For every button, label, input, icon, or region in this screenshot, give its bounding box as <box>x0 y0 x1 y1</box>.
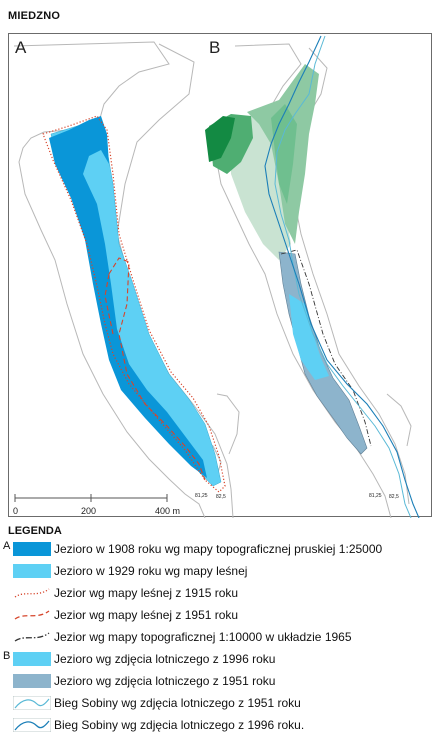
legend-label: Jezioro wg zdjęcia lotniczego z 1951 rok… <box>54 674 276 688</box>
elevation-a-right: 82,5 <box>216 494 226 500</box>
legend-label: Bieg Sobiny wg zdjęcia lotniczego z 1996… <box>54 718 305 732</box>
legend-row: A Jezioro w 1908 roku wg mapy topografic… <box>0 540 440 560</box>
elevation-b-right: 82,5 <box>389 494 399 500</box>
legend-title: LEGENDA <box>8 525 62 537</box>
map-frame: A B 0 200 400 m 81,25 82,5 81,25 82,5 <box>8 33 432 518</box>
outline-a-1915 <box>42 115 226 493</box>
map-title: MIEDZNO <box>8 10 61 22</box>
legend-swatch-fill <box>13 652 51 666</box>
legend-group-a: A <box>3 540 11 552</box>
legend-label: Jezior wg mapy topograficznej 1:10000 w … <box>54 630 352 644</box>
legend-swatch-river <box>13 696 51 710</box>
river-sobina-1951 <box>274 35 412 518</box>
panel-label-b: B <box>209 38 221 57</box>
legend-swatch-dash <box>14 610 50 620</box>
legend-swatch-fill <box>13 542 51 556</box>
veg-b-dark <box>205 116 235 162</box>
legend-label: Jezioro w 1929 roku wg mapy leśnej <box>54 564 248 578</box>
legend-swatch-fill <box>13 674 51 688</box>
scale-tick-200: 200 <box>81 506 97 516</box>
legend-label: Jezior wg mapy leśnej z 1915 roku <box>54 586 239 600</box>
legend-swatch-dots <box>14 588 50 598</box>
outline-a-1951 <box>104 257 206 481</box>
elevation-a-left: 81,25 <box>195 493 208 499</box>
legend-row: Jezior wg mapy leśnej z 1951 roku <box>0 606 440 626</box>
legend-row: Bieg Sobiny wg zdjęcia lotniczego z 1951… <box>0 694 440 714</box>
legend-row: Bieg Sobiny wg zdjęcia lotniczego z 1996… <box>0 716 440 736</box>
elevation-b-left: 81,25 <box>369 493 382 499</box>
legend-row: B Jezioro wg zdjęcia lotniczego z 1996 r… <box>0 650 440 670</box>
legend-label: Jezioro wg zdjęcia lotniczego z 1996 rok… <box>54 652 276 666</box>
legend-swatch-river <box>13 718 51 732</box>
lake-b-1996 <box>289 294 329 380</box>
panel-b-contours <box>214 43 412 518</box>
river-sobina-1996 <box>264 35 420 518</box>
legend-label: Jezioro w 1908 roku wg mapy topograficzn… <box>54 542 383 556</box>
legend-label: Bieg Sobiny wg zdjęcia lotniczego z 1951… <box>54 696 301 710</box>
lake-a-1908 <box>49 116 207 478</box>
scale-bar <box>14 494 168 502</box>
legend-row: Jezioro wg zdjęcia lotniczego z 1951 rok… <box>0 672 440 692</box>
map-canvas <box>13 35 420 518</box>
legend-swatch-dashdot <box>14 632 50 642</box>
outline-b-1965 <box>280 249 372 447</box>
legend-row: Jezior wg mapy leśnej z 1915 roku <box>0 584 440 604</box>
scale-tick-400: 400 m <box>155 506 181 516</box>
legend-group-b: B <box>3 650 11 662</box>
legend-row: Jezior wg mapy topograficznej 1:10000 w … <box>0 628 440 648</box>
legend-label: Jezior wg mapy leśnej z 1951 roku <box>54 608 239 622</box>
legend-swatch-fill <box>13 564 51 578</box>
legend-row: Jezioro w 1929 roku wg mapy leśnej <box>0 562 440 582</box>
panel-label-a: A <box>15 38 27 57</box>
scale-tick-0: 0 <box>13 506 19 516</box>
